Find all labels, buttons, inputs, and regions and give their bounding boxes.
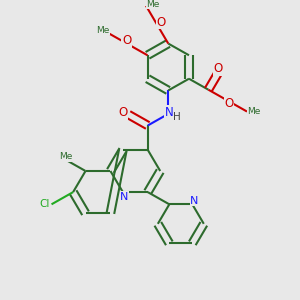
- Text: O: O: [225, 97, 234, 110]
- Text: Me: Me: [59, 152, 72, 161]
- Text: Me: Me: [146, 0, 160, 9]
- Text: N: N: [164, 106, 173, 119]
- Text: O: O: [118, 106, 127, 119]
- Text: N: N: [120, 192, 129, 202]
- Text: O: O: [122, 34, 131, 47]
- Text: Me: Me: [96, 26, 109, 35]
- Text: Cl: Cl: [39, 199, 50, 209]
- Text: O: O: [214, 62, 223, 75]
- Text: N: N: [190, 196, 199, 206]
- Text: Me: Me: [248, 107, 261, 116]
- Text: O: O: [156, 16, 166, 28]
- Text: H: H: [173, 112, 181, 122]
